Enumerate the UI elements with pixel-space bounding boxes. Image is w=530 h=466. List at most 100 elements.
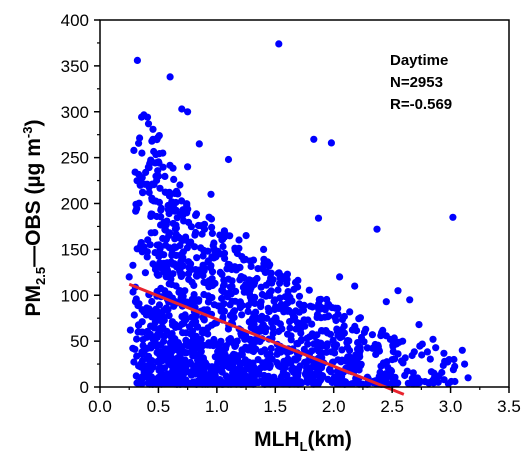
- data-point: [283, 270, 291, 278]
- data-point: [192, 272, 200, 280]
- data-point: [393, 340, 401, 348]
- x-tick-label: 0.0: [88, 397, 112, 416]
- data-point: [226, 283, 234, 291]
- data-point: [414, 379, 422, 387]
- regression-line: [128, 282, 405, 396]
- data-point: [331, 349, 339, 357]
- data-point: [286, 324, 294, 332]
- data-point: [226, 232, 234, 240]
- annotation-n: N=2953: [390, 74, 443, 91]
- data-point: [214, 351, 222, 359]
- x-tick-label: 2.0: [322, 397, 346, 416]
- data-point: [379, 359, 387, 367]
- data-point: [304, 340, 312, 348]
- data-point: [254, 378, 262, 386]
- data-point: [168, 354, 176, 362]
- data-point: [344, 353, 352, 361]
- data-point: [277, 348, 285, 356]
- data-point: [133, 245, 141, 253]
- data-point: [168, 280, 176, 289]
- data-point: [226, 311, 234, 320]
- data-point: [257, 283, 265, 291]
- data-point: [160, 337, 168, 345]
- data-point: [162, 235, 170, 243]
- data-point: [162, 188, 170, 196]
- y-tick-label: 0: [80, 378, 89, 397]
- data-point: [314, 214, 323, 222]
- data-point: [263, 314, 271, 322]
- data-point: [236, 351, 245, 359]
- data-point: [219, 235, 227, 243]
- annotation-daytime: Daytime: [390, 52, 448, 69]
- data-point: [356, 314, 364, 322]
- data-point: [238, 311, 246, 319]
- y-tick-label: 350: [61, 57, 89, 76]
- data-point: [399, 359, 407, 367]
- data-point: [300, 316, 308, 324]
- data-point: [182, 329, 190, 337]
- data-point: [238, 253, 246, 261]
- data-point: [235, 236, 243, 244]
- data-point: [143, 113, 152, 121]
- data-point: [237, 380, 245, 388]
- data-point: [183, 200, 191, 208]
- data-point: [382, 298, 390, 306]
- data-point: [220, 227, 228, 235]
- data-point: [199, 269, 207, 277]
- data-point: [156, 249, 164, 257]
- data-point: [277, 373, 286, 381]
- data-point: [171, 339, 179, 347]
- data-point: [277, 272, 285, 280]
- data-point: [155, 159, 163, 167]
- data-point: [257, 348, 265, 356]
- data-point: [125, 273, 133, 281]
- y-tick-label: 400: [61, 11, 89, 30]
- data-point: [301, 322, 309, 330]
- data-point: [216, 250, 224, 258]
- data-point: [260, 245, 268, 253]
- data-point: [315, 296, 323, 304]
- data-point: [155, 329, 163, 337]
- data-point: [141, 269, 149, 277]
- data-point: [261, 373, 269, 381]
- data-point: [350, 361, 358, 369]
- data-point: [362, 325, 370, 333]
- data-point: [149, 125, 157, 133]
- data-point: [160, 316, 168, 324]
- data-point: [275, 40, 283, 48]
- data-point: [216, 340, 224, 348]
- data-point: [138, 318, 146, 326]
- data-point: [221, 254, 229, 262]
- data-point: [219, 242, 227, 251]
- data-point: [222, 345, 230, 353]
- data-point: [182, 233, 190, 241]
- data-point: [432, 344, 440, 352]
- data-point: [179, 292, 187, 300]
- data-point: [218, 270, 226, 278]
- data-point: [170, 175, 178, 183]
- data-point: [426, 355, 434, 363]
- data-point: [220, 288, 228, 296]
- data-point: [451, 362, 459, 370]
- data-point: [301, 358, 309, 366]
- data-point: [160, 379, 169, 387]
- data-point: [187, 338, 195, 346]
- data-point: [137, 363, 145, 371]
- data-point: [250, 277, 258, 285]
- data-point: [182, 380, 190, 388]
- x-tick-label: 3.5: [497, 397, 521, 416]
- data-point: [231, 367, 239, 375]
- data-point: [193, 254, 201, 262]
- data-point: [204, 247, 212, 255]
- data-point: [425, 379, 433, 387]
- data-point: [229, 350, 238, 358]
- data-point: [236, 361, 244, 369]
- data-point: [172, 198, 180, 207]
- data-point: [387, 366, 395, 374]
- y-tick-label: 200: [61, 195, 89, 214]
- data-point: [244, 307, 252, 316]
- data-point: [170, 260, 178, 268]
- data-point: [148, 297, 156, 306]
- data-point: [295, 323, 303, 331]
- data-point: [266, 361, 274, 369]
